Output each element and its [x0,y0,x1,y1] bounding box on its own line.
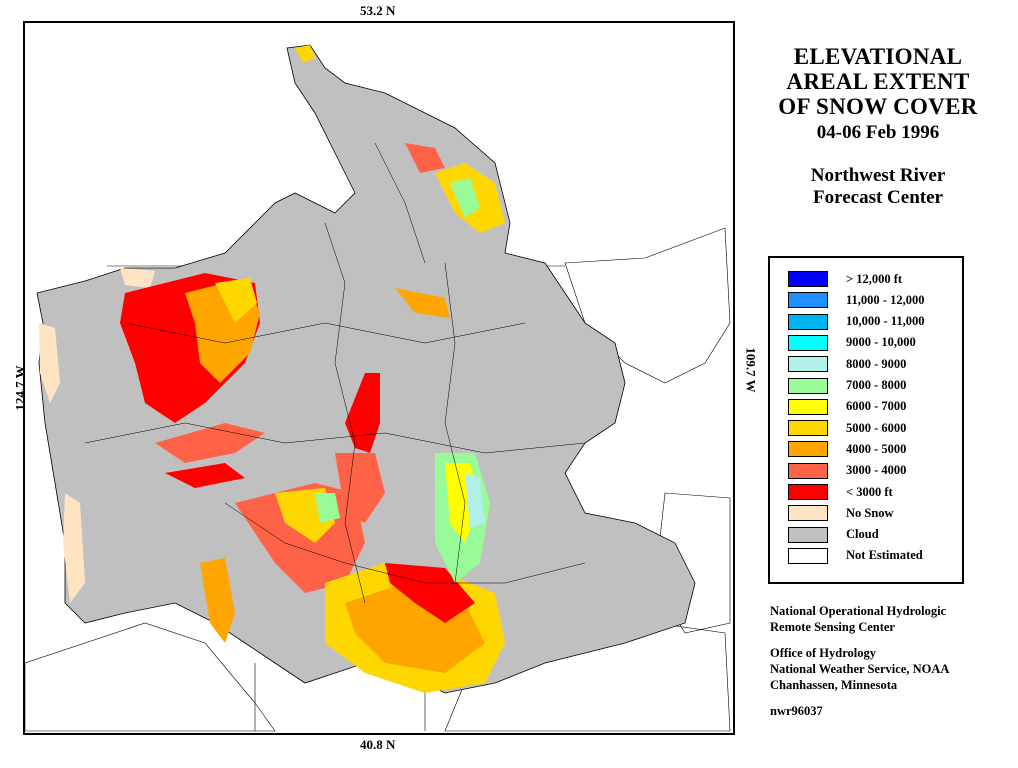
legend-label: 3000 - 4000 [846,463,907,478]
credit-org-2: Office of Hydrology National Weather Ser… [770,645,1010,693]
legend-swatch [788,547,828,564]
legend-item: 11,000 - 12,000 [788,291,924,309]
credit-line: National Weather Service, NOAA [770,662,950,676]
snow-cover-map [23,21,735,735]
legend-item: 3000 - 4000 [788,462,906,480]
title-line-1: ELEVATIONAL [793,44,963,69]
legend-swatch [788,334,828,351]
legend-label: 8000 - 9000 [846,356,907,371]
legend-item: 6000 - 7000 [788,398,906,416]
longitude-east-label: 109.7 W [743,347,759,393]
legend-swatch [788,398,828,415]
legend-label: No Snow [846,505,894,520]
legend-swatch [788,271,828,287]
credit-org-1: National Operational Hydrologic Remote S… [770,603,1010,635]
legend-swatch [788,356,828,373]
credit-line: Chanhassen, Minnesota [770,678,898,692]
legend-label: Cloud [846,527,879,542]
credits-block: National Operational Hydrologic Remote S… [770,603,1010,719]
legend-swatch [788,462,828,479]
credit-line: Office of Hydrology [770,646,876,660]
legend-swatch [788,526,828,543]
legend-swatch [788,377,828,394]
legend-label: > 12,000 ft [846,271,903,286]
legend-label: 5000 - 6000 [846,420,907,435]
title-block: ELEVATIONAL AREAL EXTENT OF SNOW COVER 0… [760,44,996,209]
legend-label: 4000 - 5000 [846,441,907,456]
legend-item: 7000 - 8000 [788,377,906,395]
legend-item: 5000 - 6000 [788,419,906,437]
legend-item: Cloud [788,526,879,544]
credit-line: Remote Sensing Center [770,620,895,634]
legend-swatch [788,505,828,522]
legend-item: No Snow [788,504,894,522]
legend-swatch [788,484,828,500]
title-line-3: OF SNOW COVER [778,94,978,119]
legend-swatch [788,420,828,437]
legend-item: 4000 - 5000 [788,440,906,458]
watershed-boundaries [84,142,586,604]
legend-item: 9000 - 10,000 [788,334,916,352]
legend-item: 8000 - 9000 [788,355,906,373]
elevation-legend: > 12,000 ft 11,000 - 12,000 10,000 - 11,00… [768,256,964,584]
latitude-north-label: 53.2 N [360,3,396,18]
legend-label: 9000 - 10,000 [846,335,916,350]
legend-label: 11,000 - 12,000 [846,292,925,307]
center-line-2: Forecast Center [813,187,943,208]
legend-item: > 12,000 ft [788,270,902,288]
legend-label: Not Estimated [846,548,923,563]
product-code: nwr96037 [770,704,823,718]
legend-label: 6000 - 7000 [846,399,907,414]
legend-swatch [788,441,828,458]
legend-swatch [788,292,828,309]
forecast-center: Northwest River Forecast Center [760,165,996,209]
legend-label: < 3000 ft [846,484,893,499]
no-snow-areas [39,268,155,603]
latitude-south-label: 40.8 N [360,737,396,752]
snow-areas [120,45,505,693]
legend-label: 7000 - 8000 [846,378,907,392]
legend-label: 10,000 - 11,000 [846,314,925,329]
map-canvas [25,44,731,732]
credit-line: National Operational Hydrologic [770,604,947,618]
legend-item: Not Estimated [788,547,923,565]
legend-swatch [788,313,828,330]
date-range: 04-06 Feb 1996 [816,122,940,143]
legend-item: < 3000 ft [788,483,893,501]
legend-item: 10,000 - 11,000 [788,313,924,331]
title-line-2: AREAL EXTENT [786,69,970,94]
center-line-1: Northwest River [810,165,946,186]
